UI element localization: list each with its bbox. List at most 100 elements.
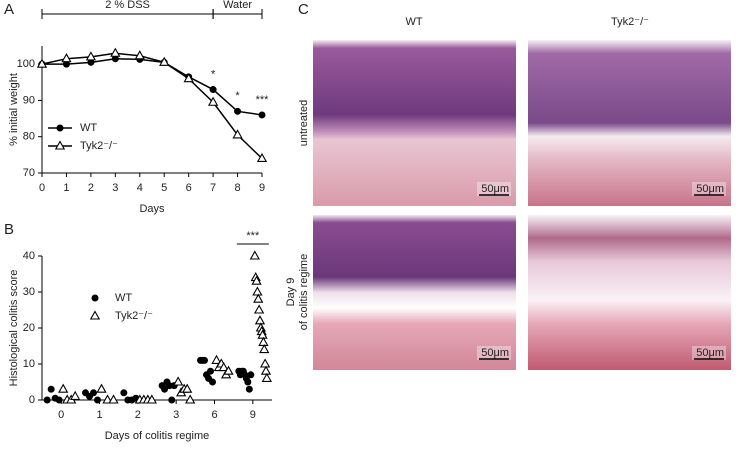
legend-marker [54, 140, 66, 150]
data-point [257, 329, 268, 339]
data-point [96, 383, 107, 393]
y-tick-label: 90 [23, 94, 35, 106]
data-point [165, 382, 173, 390]
data-point [36, 58, 48, 68]
row-label: of colitis regime [298, 254, 310, 330]
data-point [120, 389, 128, 397]
panel-label: B [4, 221, 14, 238]
x-tick-label: 0 [58, 409, 64, 421]
data-point [108, 394, 119, 404]
scale-bar-bg [692, 182, 726, 196]
data-point [207, 367, 214, 375]
data-point [90, 389, 97, 397]
data-point [185, 394, 196, 404]
data-point [146, 394, 157, 404]
data-point [85, 51, 97, 61]
data-point [70, 390, 81, 400]
data-point [209, 378, 216, 386]
data-point [259, 358, 271, 368]
x-axis-label: Days of colitis regime [105, 430, 210, 442]
scale-bar-label: 50μm [696, 347, 724, 359]
x-tick-label: 6 [211, 409, 217, 421]
x-tick-label: 1 [63, 182, 69, 194]
y-tick-label: 40 [23, 250, 35, 262]
legend-label: Tyk2⁻/⁻ [80, 140, 118, 152]
data-point [234, 107, 242, 115]
x-tick-label: 9 [259, 182, 265, 194]
significance: * [235, 90, 240, 102]
x-tick-label: 8 [234, 182, 240, 194]
data-point [43, 396, 51, 404]
data-point [260, 365, 272, 375]
data-point [173, 376, 184, 386]
image-tyk2-day9 [528, 215, 731, 370]
y-tick-label: 100 [17, 58, 35, 70]
scale-bar-label: 50μm [481, 183, 509, 195]
data-point [259, 343, 270, 354]
y-tick-label: 30 [23, 286, 35, 298]
scale-bar-label: 50μm [696, 183, 724, 195]
data-point [201, 356, 208, 364]
data-point [182, 383, 193, 393]
data-point [47, 385, 55, 393]
series-line [42, 57, 263, 116]
x-axis-label: Days [139, 203, 165, 215]
scale-bar-bg [692, 346, 726, 360]
scale-bar-label: 50μm [481, 347, 509, 359]
y-axis-label: Histological colitis score [8, 270, 20, 387]
data-point [232, 129, 243, 139]
legend-marker [56, 124, 64, 132]
data-point [256, 152, 268, 163]
data-point [55, 396, 63, 404]
phase-label: Water [223, 0, 252, 11]
series-line [41, 52, 263, 160]
data-point [134, 50, 145, 60]
data-point [258, 111, 266, 119]
data-point [211, 354, 222, 364]
image-wt-untreated [313, 40, 516, 206]
data-point [253, 304, 265, 314]
data-point [94, 396, 101, 404]
data-point [209, 86, 217, 94]
x-tick-label: 3 [173, 409, 179, 421]
y-tick-label: 0 [29, 394, 35, 406]
column-label: Tyk2⁻/⁻ [611, 16, 649, 28]
x-tick-label: 6 [186, 182, 192, 194]
panel-label: C [298, 1, 309, 18]
data-point [251, 275, 262, 285]
image-wt-day9 [313, 215, 516, 370]
data-point [159, 56, 170, 66]
y-axis-label: % initial weight [8, 73, 20, 146]
phase-label: 2 % DSS [105, 0, 150, 11]
scale-bar-bg [477, 182, 511, 196]
x-tick-label: 5 [161, 182, 167, 194]
data-point [252, 286, 263, 296]
data-point [247, 371, 255, 379]
data-point [61, 53, 72, 63]
significance: *** [246, 230, 260, 242]
data-point [254, 315, 266, 325]
row-label: untreated [298, 100, 310, 146]
y-tick-label: 80 [23, 131, 35, 143]
data-point [245, 385, 253, 393]
data-point [168, 396, 176, 404]
legend-label: Tyk2⁻/⁻ [115, 310, 153, 322]
data-point [223, 365, 234, 375]
legend-marker [91, 294, 99, 302]
y-tick-label: 20 [23, 322, 35, 334]
data-point [253, 293, 264, 303]
data-point [207, 96, 219, 106]
data-point [110, 47, 121, 57]
legend-label: WT [115, 292, 132, 304]
scale-bar-bg [477, 346, 511, 360]
data-point [183, 73, 194, 83]
x-tick-label: 3 [112, 182, 118, 194]
data-point [218, 361, 229, 372]
data-point [58, 383, 69, 393]
y-tick-label: 70 [23, 167, 35, 179]
data-point [244, 378, 252, 386]
significance: *** [256, 94, 270, 106]
x-tick-label: 2 [135, 409, 141, 421]
data-point [161, 385, 169, 393]
